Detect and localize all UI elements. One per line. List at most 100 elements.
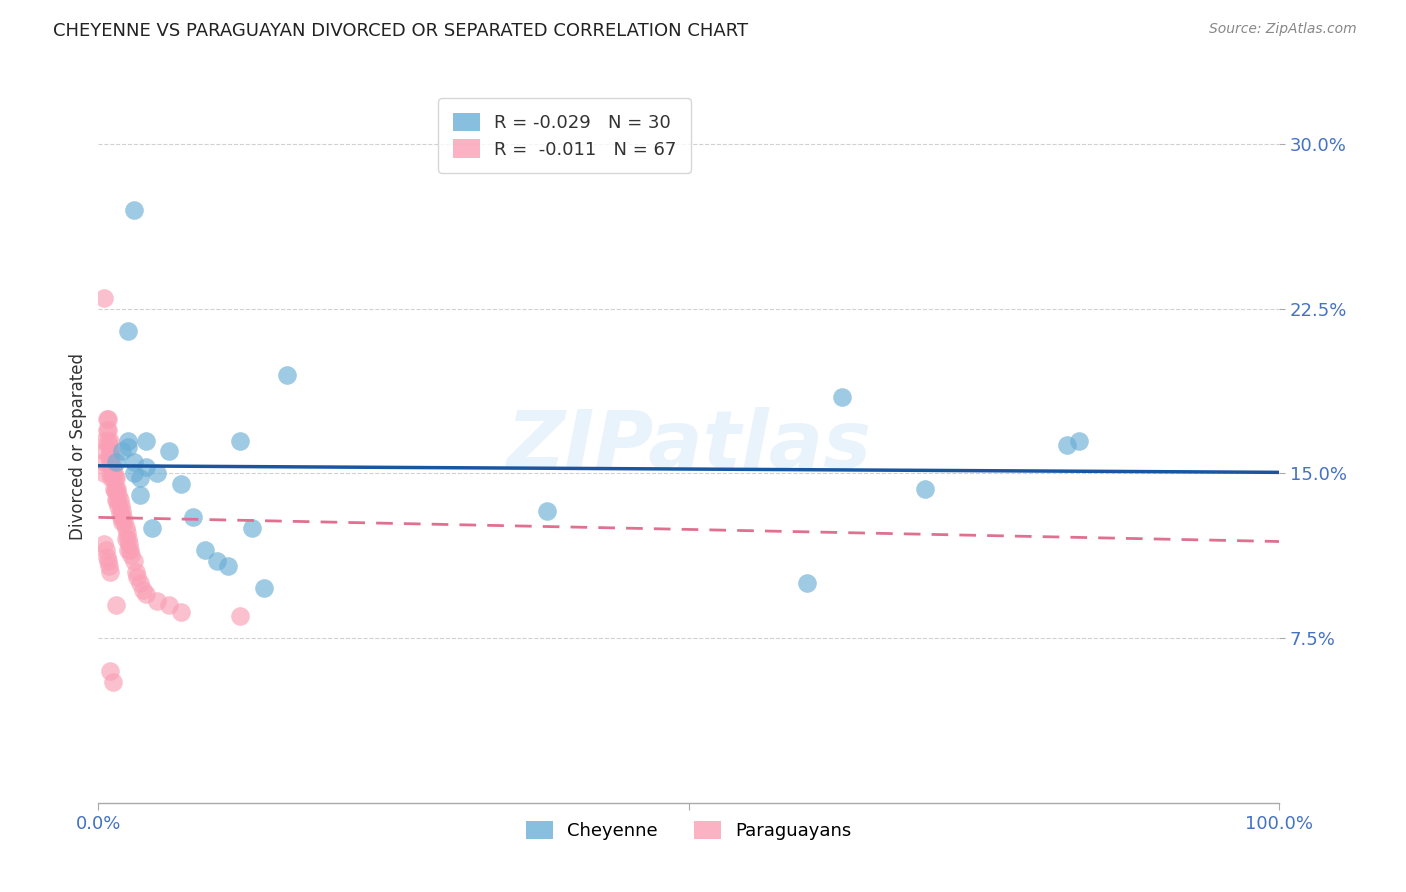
- Point: [103, 467, 125, 481]
- Point: [111, 444, 134, 458]
- Point: [128, 576, 150, 591]
- Point: [157, 444, 180, 458]
- Point: [114, 533, 136, 547]
- Point: [1067, 434, 1090, 448]
- Point: [110, 510, 132, 524]
- Point: [98, 558, 121, 573]
- Point: [125, 566, 148, 580]
- Point: [93, 291, 115, 305]
- Point: [100, 471, 122, 485]
- Point: [101, 459, 124, 474]
- Point: [276, 368, 298, 382]
- Text: ZIPatlas: ZIPatlas: [506, 407, 872, 485]
- Point: [118, 537, 141, 551]
- Point: [132, 582, 155, 597]
- Point: [97, 434, 120, 448]
- Legend: Cheyenne, Paraguayans: Cheyenne, Paraguayans: [512, 806, 866, 855]
- Point: [105, 492, 128, 507]
- Point: [101, 471, 124, 485]
- Point: [93, 467, 115, 481]
- Point: [101, 675, 124, 690]
- Point: [122, 202, 145, 217]
- Point: [536, 504, 558, 518]
- Point: [100, 459, 122, 474]
- Point: [194, 543, 217, 558]
- Point: [98, 467, 121, 481]
- Point: [98, 664, 121, 678]
- Point: [104, 483, 127, 498]
- Point: [107, 488, 129, 502]
- Point: [127, 569, 149, 583]
- Point: [181, 510, 204, 524]
- Point: [128, 488, 150, 502]
- Point: [117, 440, 139, 454]
- Point: [111, 515, 134, 529]
- Point: [108, 492, 131, 507]
- Point: [105, 492, 128, 507]
- Point: [157, 598, 180, 612]
- Point: [107, 500, 129, 514]
- Point: [103, 482, 125, 496]
- Point: [117, 324, 139, 338]
- Point: [115, 525, 138, 540]
- Point: [914, 482, 936, 496]
- Point: [93, 455, 115, 469]
- Point: [170, 605, 193, 619]
- Point: [146, 467, 169, 481]
- Text: CHEYENNE VS PARAGUAYAN DIVORCED OR SEPARATED CORRELATION CHART: CHEYENNE VS PARAGUAYAN DIVORCED OR SEPAR…: [53, 22, 748, 40]
- Point: [121, 548, 143, 562]
- Point: [93, 434, 115, 448]
- Point: [122, 554, 145, 568]
- Point: [796, 576, 818, 591]
- Point: [98, 449, 121, 463]
- Point: [112, 515, 135, 529]
- Point: [104, 471, 127, 485]
- Point: [112, 510, 135, 524]
- Point: [108, 506, 131, 520]
- Point: [217, 558, 239, 573]
- Point: [122, 455, 145, 469]
- Point: [98, 434, 121, 448]
- Point: [98, 438, 121, 452]
- Point: [135, 434, 157, 448]
- Point: [135, 587, 157, 601]
- Point: [146, 594, 169, 608]
- Point: [97, 423, 120, 437]
- Point: [100, 449, 122, 463]
- Point: [114, 521, 136, 535]
- Point: [117, 434, 139, 448]
- Point: [96, 411, 118, 425]
- Point: [117, 533, 139, 547]
- Point: [98, 566, 121, 580]
- Point: [831, 390, 853, 404]
- Point: [135, 459, 157, 474]
- Point: [96, 549, 118, 564]
- Point: [111, 504, 134, 518]
- Point: [205, 554, 228, 568]
- Point: [122, 467, 145, 481]
- Point: [97, 411, 120, 425]
- Point: [253, 581, 276, 595]
- Point: [105, 482, 128, 496]
- Y-axis label: Divorced or Separated: Divorced or Separated: [69, 352, 87, 540]
- Point: [96, 423, 118, 437]
- Point: [105, 471, 128, 485]
- Point: [105, 598, 128, 612]
- Point: [240, 521, 263, 535]
- Point: [229, 609, 252, 624]
- Point: [120, 543, 142, 558]
- Point: [105, 482, 128, 496]
- Point: [93, 537, 115, 551]
- Point: [229, 434, 252, 448]
- Point: [97, 554, 120, 568]
- Point: [117, 543, 139, 558]
- Point: [128, 471, 150, 485]
- Point: [141, 521, 163, 535]
- Text: Source: ZipAtlas.com: Source: ZipAtlas.com: [1209, 22, 1357, 37]
- Point: [98, 444, 121, 458]
- Point: [1056, 438, 1078, 452]
- Point: [105, 455, 128, 469]
- Point: [98, 455, 121, 469]
- Point: [94, 543, 117, 558]
- Point: [93, 444, 115, 458]
